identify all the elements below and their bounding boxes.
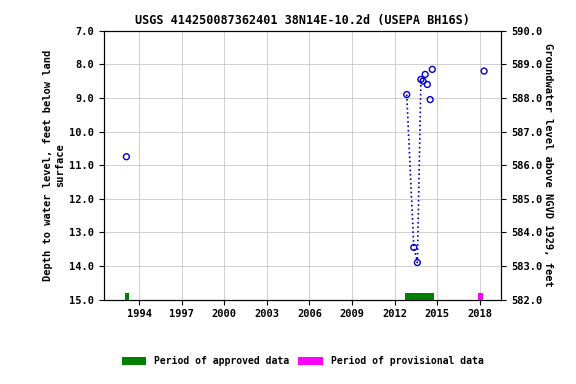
Y-axis label: Depth to water level, feet below land
surface: Depth to water level, feet below land su…	[43, 50, 65, 281]
Legend: Period of approved data, Period of provisional data: Period of approved data, Period of provi…	[118, 352, 487, 370]
Y-axis label: Groundwater level above NGVD 1929, feet: Groundwater level above NGVD 1929, feet	[543, 43, 553, 287]
Bar	[125, 293, 128, 300]
Point	[427, 66, 437, 73]
Bar	[478, 293, 483, 300]
Point	[479, 68, 488, 74]
Point	[420, 71, 430, 78]
Title: USGS 414250087362401 38N14E-10.2d (USEPA BH16S): USGS 414250087362401 38N14E-10.2d (USEPA…	[135, 14, 470, 27]
Point	[409, 244, 418, 250]
Point	[426, 96, 435, 103]
Point	[416, 76, 426, 83]
Point	[402, 91, 411, 98]
Point	[418, 78, 427, 84]
Bar	[404, 293, 434, 300]
Point	[122, 154, 131, 160]
Point	[423, 81, 432, 88]
Point	[413, 260, 422, 266]
